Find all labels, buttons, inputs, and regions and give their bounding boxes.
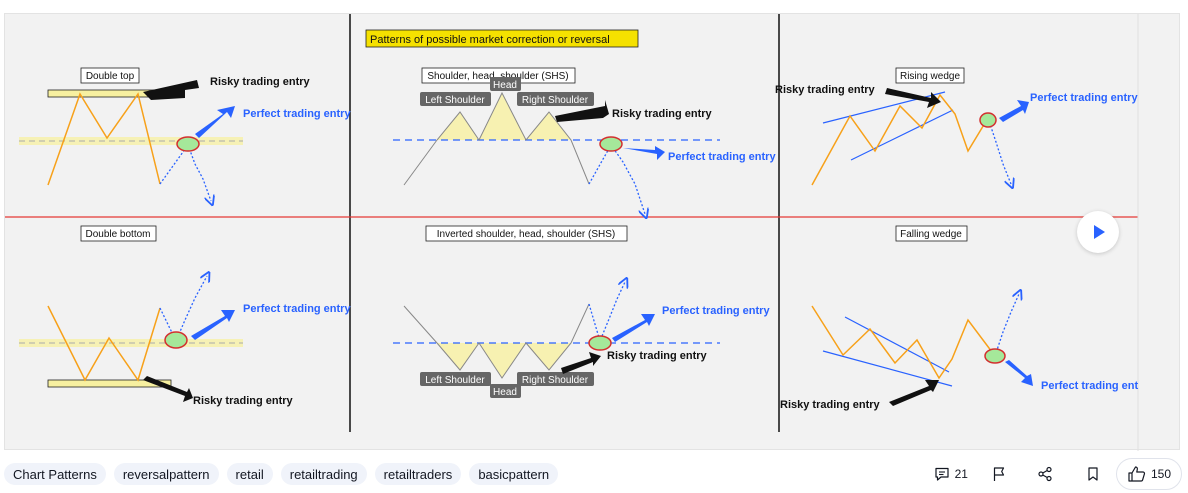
perfect-arrow (999, 100, 1029, 122)
perfect-label: Perfect trading entry (1030, 92, 1138, 104)
comments-count: 21 (954, 467, 968, 481)
entry-point (588, 335, 612, 351)
patterns-diagram: Patterns of possible market correction o… (5, 14, 1139, 451)
risky-label: Risky trading entry (612, 108, 713, 120)
panel-title: Double top (86, 71, 135, 82)
perfect-label: Perfect trading entry (668, 151, 776, 163)
like-count: 150 (1150, 467, 1171, 481)
risky-arrow (561, 352, 601, 374)
tag-chip[interactable]: retailtraders (374, 463, 462, 485)
entry-point (984, 348, 1006, 364)
entry-point (599, 136, 623, 152)
panel-double-bottom: Double bottom Risky trading entry Perfec… (19, 225, 351, 407)
price-line (47, 92, 161, 186)
tag-chip[interactable]: retailtrading (280, 463, 367, 485)
right-shoulder-label: Right Shoulder (522, 95, 589, 106)
risky-label: Risky trading entry (193, 395, 294, 407)
tag-chip[interactable]: basicpattern (469, 463, 559, 485)
panel-inverted-shs: Inverted shoulder, head, shoulder (SHS) … (393, 225, 770, 398)
left-shoulder-label: Left Shoulder (425, 95, 485, 106)
idea-chart-image: Patterns of possible market correction o… (4, 13, 1180, 451)
risky-label: Risky trading entry (775, 84, 876, 96)
perfect-label: Perfect trading entry (243, 108, 351, 120)
perfect-arrow (191, 310, 235, 340)
perfect-label: Perfect trading entry (662, 305, 770, 317)
support-zone (47, 379, 172, 388)
panel-rising-wedge: Rising wedge Risky trading entry Perfect… (775, 67, 1138, 186)
play-button[interactable] (1077, 211, 1119, 253)
risky-label: Risky trading entry (210, 76, 311, 88)
banner-box (365, 29, 639, 48)
risky-label: Risky trading entry (607, 350, 708, 362)
perfect-label: Perfect trading ent (1041, 380, 1139, 392)
risky-label: Risky trading entry (780, 399, 881, 411)
panel-falling-wedge: Falling wedge Risky trading entry Perfec… (780, 225, 1139, 411)
panel-shs: Shoulder, head, shoulder (SHS) Left Shou… (393, 67, 776, 214)
tag-list: Chart Patterns reversalpattern retail re… (4, 463, 559, 485)
report-button[interactable] (990, 465, 1008, 483)
right-shoulder-label: Right Shoulder (522, 375, 589, 386)
like-button[interactable]: 150 (1115, 458, 1182, 490)
entry-point (176, 136, 200, 152)
panel-title: Double bottom (85, 229, 150, 240)
tag-chip[interactable]: Chart Patterns (4, 463, 106, 485)
price-line (811, 305, 996, 380)
bookmark-button[interactable] (1084, 465, 1102, 483)
comment-icon (935, 467, 949, 481)
entry-point (164, 331, 188, 349)
panel-title: Falling wedge (900, 229, 962, 240)
bookmark-icon (1088, 467, 1098, 481)
head-label: Head (493, 80, 517, 91)
risky-arrow (555, 100, 609, 122)
perfect-arrow (1005, 360, 1033, 386)
tag-chip[interactable]: retail (226, 463, 273, 485)
price-line (811, 93, 989, 186)
idea-actions: 21 150 (933, 458, 1182, 490)
panel-double-top: Double top Risky trading entry Perfect t… (19, 67, 351, 201)
price-line (47, 305, 161, 382)
head-label: Head (493, 387, 517, 398)
flag-icon (993, 467, 1005, 481)
tag-chip[interactable]: reversalpattern (113, 463, 219, 485)
panel-title: Rising wedge (900, 71, 960, 82)
risky-arrow (143, 80, 199, 100)
left-shoulder-label: Left Shoulder (425, 375, 485, 386)
panel-title: Inverted shoulder, head, shoulder (SHS) (437, 229, 615, 240)
entry-point (979, 112, 997, 128)
risky-arrow (889, 380, 939, 406)
thumbs-up-icon (1128, 466, 1146, 482)
banner-text: Patterns of possible market correction o… (370, 34, 610, 46)
risky-arrow (143, 376, 193, 402)
risky-arrow (885, 88, 941, 108)
perfect-arrow (623, 146, 665, 160)
perfect-arrow (195, 106, 235, 138)
perfect-label: Perfect trading entry (243, 303, 351, 315)
comments-button[interactable]: 21 (933, 465, 968, 483)
panel-title: Shoulder, head, shoulder (SHS) (427, 71, 568, 82)
perfect-arrow (612, 314, 655, 342)
share-icon (1038, 466, 1052, 482)
play-icon (1094, 225, 1105, 239)
share-button[interactable] (1036, 465, 1054, 483)
